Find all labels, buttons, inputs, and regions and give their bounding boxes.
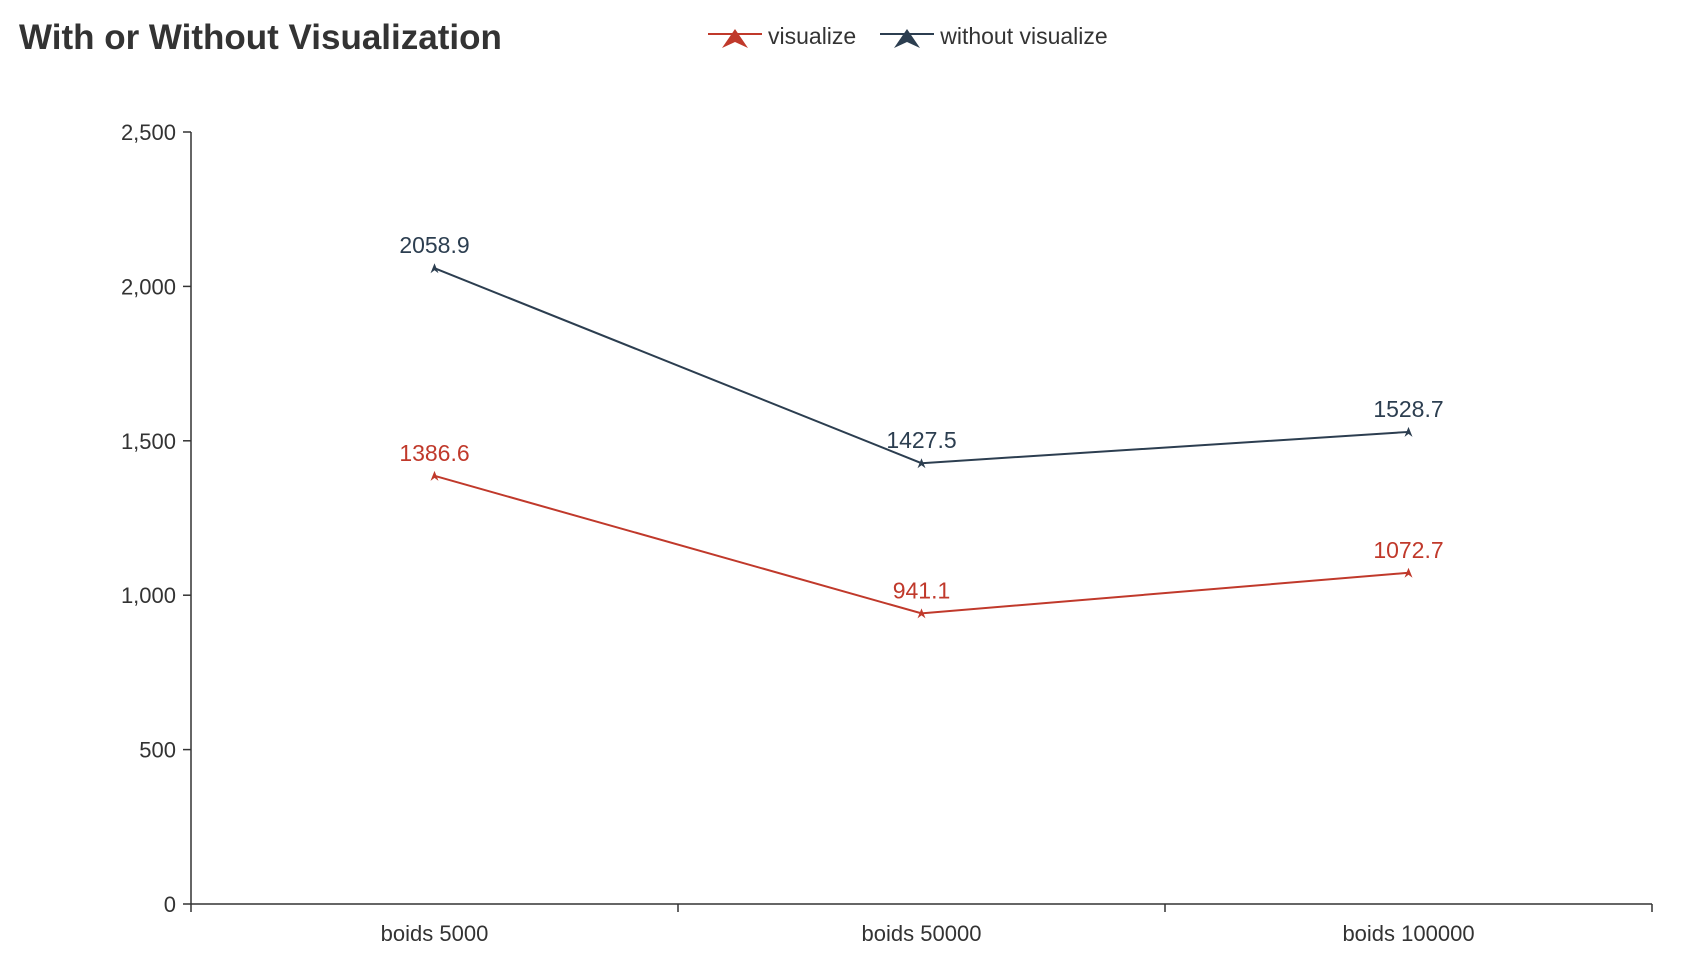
- y-tick-label: 2,000: [121, 274, 176, 299]
- data-label: 1427.5: [886, 427, 956, 453]
- y-tick-label: 0: [164, 892, 176, 917]
- series-visualize: 1386.6 941.1 1072.7: [399, 440, 1444, 619]
- data-label: 1386.6: [399, 440, 469, 466]
- legend-label: without visualize: [940, 22, 1108, 49]
- legend-line-triangle-icon: [880, 29, 935, 48]
- axes: 0 500 1,000 1,500 2,000 2,500 boids 5000 boids …: [121, 120, 1653, 946]
- legend-item-without-visualize[interactable]: without visualize: [880, 21, 1108, 51]
- x-tick-label: boids 100000: [1342, 921, 1474, 946]
- data-label: 2058.9: [399, 232, 469, 258]
- legend-label: visualize: [768, 22, 857, 49]
- y-tick-label: 2,500: [121, 120, 176, 145]
- series-layer: 1386.6 941.1 1072.7 2058.9 1427.5 1528.7: [399, 232, 1444, 619]
- series-without-visualize: 2058.9 1427.5 1528.7: [399, 232, 1444, 469]
- legend-item-visualize[interactable]: visualize: [708, 21, 856, 51]
- y-tick-label: 1,000: [121, 583, 176, 608]
- data-point-marker[interactable]: [1404, 426, 1413, 437]
- data-point-marker[interactable]: [1404, 567, 1413, 578]
- data-label: 941.1: [893, 577, 951, 603]
- data-label: 1528.7: [1373, 396, 1443, 422]
- y-tick-label: 500: [139, 738, 176, 763]
- x-tick-label: boids 5000: [381, 921, 489, 946]
- data-point-marker[interactable]: [430, 470, 439, 481]
- data-label: 1072.7: [1373, 537, 1443, 563]
- legend-line-triangle-icon: [708, 29, 762, 48]
- y-tick-label: 1,500: [121, 429, 176, 454]
- chart-title: With or Without Visualization: [19, 18, 502, 57]
- data-point-marker[interactable]: [917, 458, 926, 469]
- data-point-marker[interactable]: [917, 608, 926, 619]
- x-tick-label: boids 50000: [862, 921, 982, 946]
- legend: visualize without visualize: [708, 16, 1132, 56]
- data-point-marker[interactable]: [430, 263, 439, 274]
